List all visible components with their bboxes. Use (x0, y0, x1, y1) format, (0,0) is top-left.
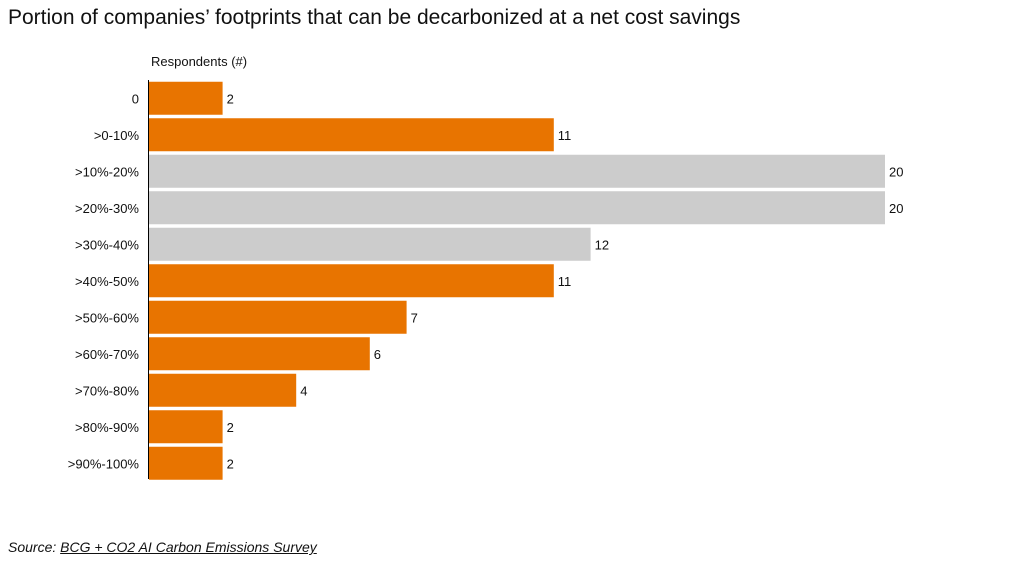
bar-80-90 (149, 410, 223, 444)
bar-40-50 (149, 264, 554, 298)
value-label-0-10: 11 (558, 128, 572, 143)
bar-70-80 (149, 373, 297, 407)
source-note: Source: BCG + CO2 AI Carbon Emissions Su… (8, 539, 317, 555)
value-label-80-90: 2 (227, 420, 234, 435)
bar-50-60 (149, 300, 407, 334)
category-label-90-100: >90%-100% (68, 456, 140, 471)
bar-0 (149, 81, 223, 115)
chart-title: Portion of companies’ footprints that ca… (8, 6, 741, 29)
category-label-60-70: >60%-70% (75, 347, 139, 362)
category-label-40-50: >40%-50% (75, 274, 139, 289)
bar-20-30 (149, 191, 885, 225)
category-label-80-90: >80%-90% (75, 420, 139, 435)
category-label-20-30: >20%-30% (75, 201, 139, 216)
value-label-90-100: 2 (227, 456, 234, 471)
bar-90-100 (149, 446, 223, 480)
value-label-20-30: 20 (889, 201, 903, 216)
category-label-50-60: >50%-60% (75, 310, 139, 325)
value-label-60-70: 6 (374, 347, 381, 362)
category-label-70-80: >70%-80% (75, 383, 139, 398)
axis-label-respondents: Respondents (#) (151, 54, 247, 69)
value-label-50-60: 7 (411, 310, 418, 325)
source-link[interactable]: BCG + CO2 AI Carbon Emissions Survey (60, 539, 317, 555)
bar-60-70 (149, 337, 370, 371)
category-label-30-40: >30%-40% (75, 237, 139, 252)
source-prefix: Source: (8, 539, 57, 555)
value-label-40-50: 11 (558, 274, 572, 289)
category-label-10-20: >10%-20% (75, 164, 139, 179)
value-label-10-20: 20 (889, 164, 903, 179)
value-label-0: 2 (227, 91, 234, 106)
category-label-0: 0 (132, 91, 139, 106)
category-label-0-10: >0-10% (94, 128, 140, 143)
bar-30-40 (149, 227, 591, 261)
bar-10-20 (149, 154, 885, 188)
bar-0-10 (149, 118, 554, 152)
bars-group: 0 2 >0-10% 11 >10%-20% 20 >20%-30% 20 >30%-40% 12… (68, 81, 903, 480)
value-label-70-80: 4 (300, 383, 307, 398)
value-label-30-40: 12 (595, 237, 609, 252)
